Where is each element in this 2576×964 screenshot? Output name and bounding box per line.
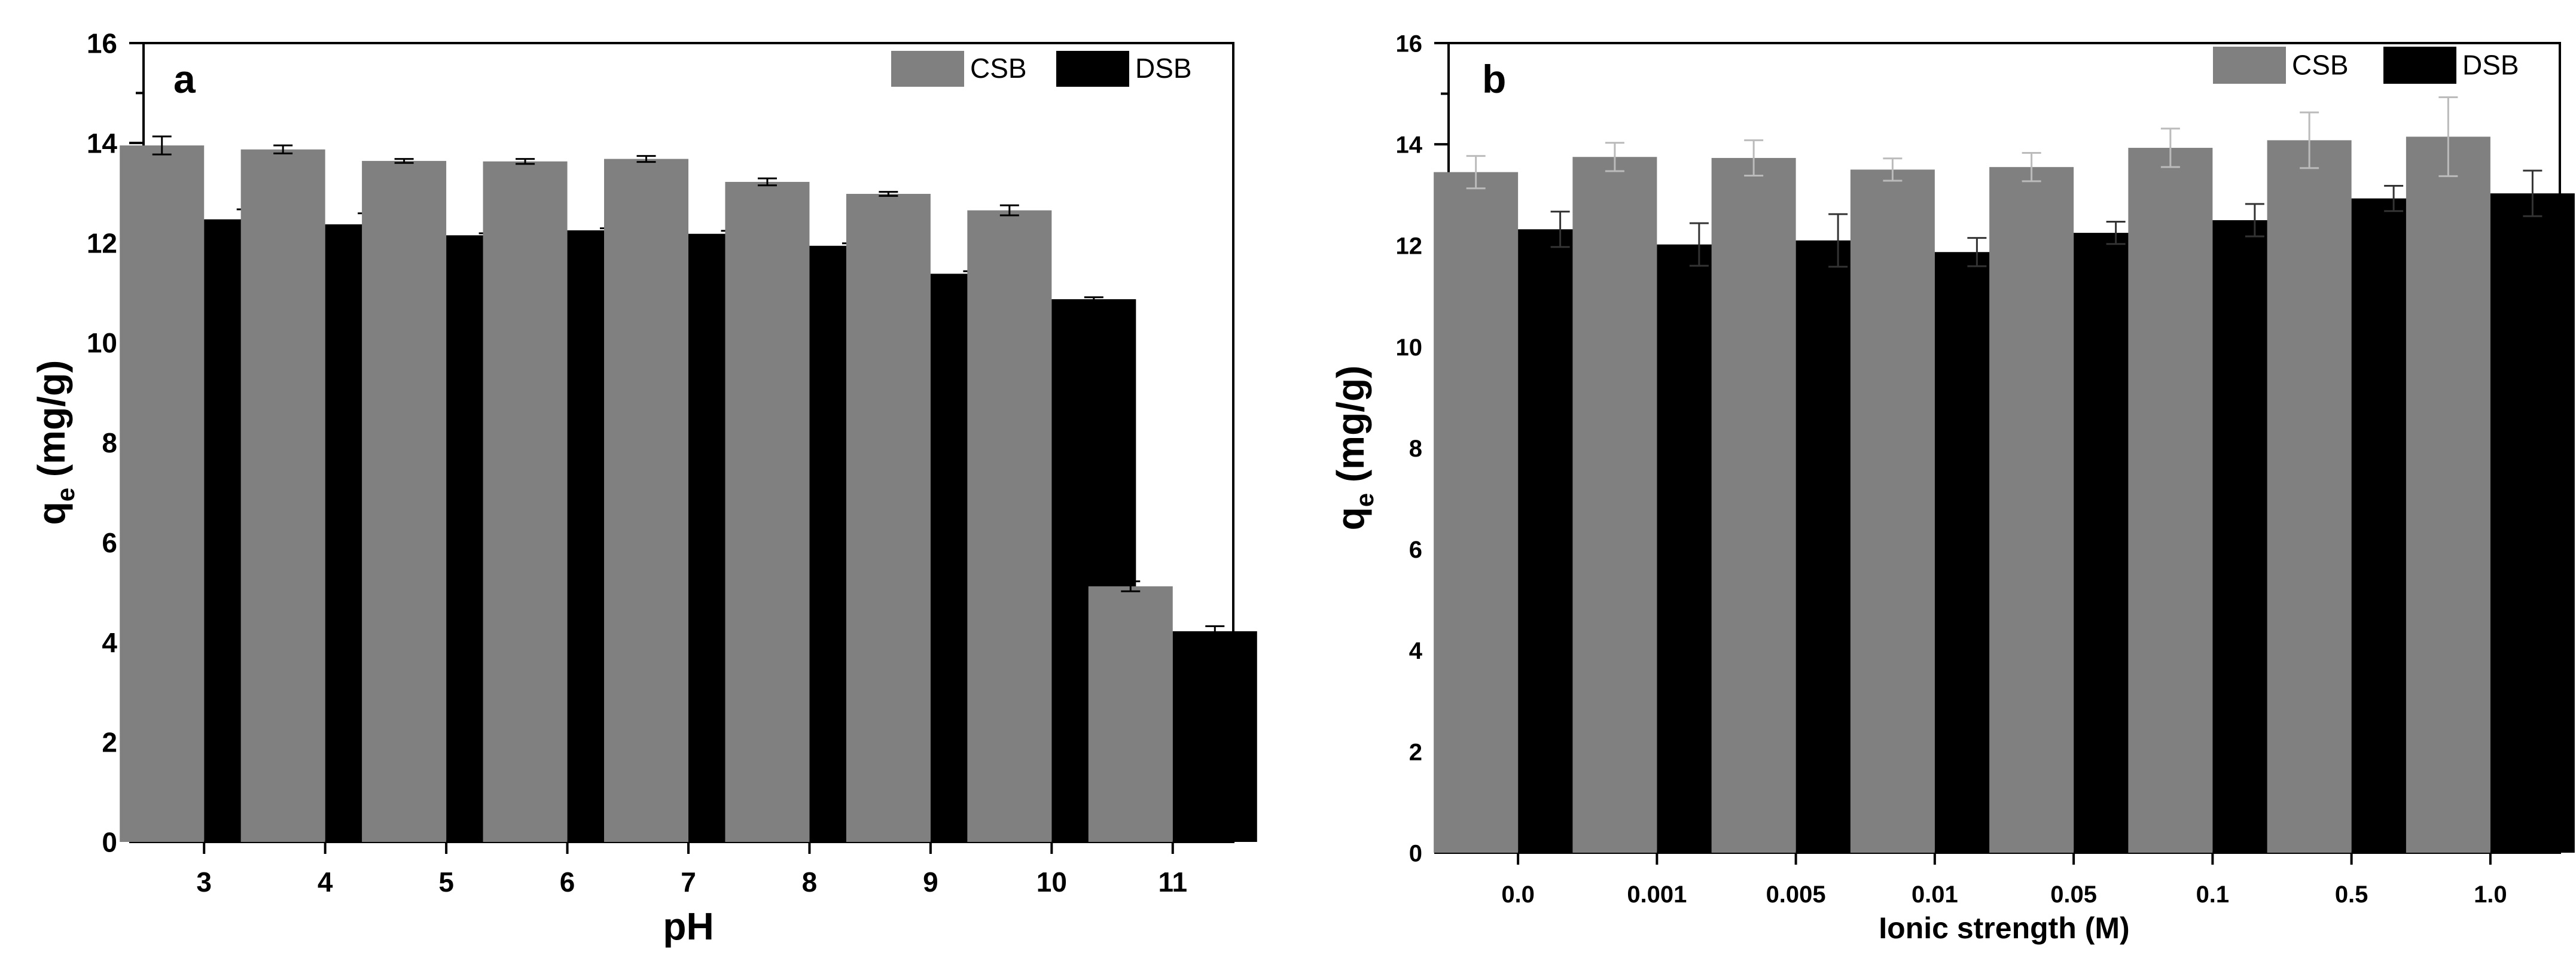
bar-csb-11 <box>1088 586 1173 842</box>
legend-swatch-csb <box>891 51 964 87</box>
y-tick-label: 2 <box>1409 739 1422 765</box>
bar-csb-4 <box>240 149 325 842</box>
bar-csb-0.005 <box>1711 157 1796 853</box>
x-tick-label: 4 <box>318 866 333 898</box>
x-tick-label: 0.5 <box>2335 881 2368 908</box>
panel-label-a: a <box>173 57 196 101</box>
y-tick-label: 16 <box>87 28 117 59</box>
y-tick-label: 6 <box>102 527 117 558</box>
x-tick-label: 0.001 <box>1627 881 1687 908</box>
x-tick-label: 5 <box>438 866 454 898</box>
y-tick-label: 0 <box>1409 840 1422 866</box>
x-tick-label: 3 <box>196 866 212 898</box>
legend-label-dsb: DSB <box>1135 53 1192 84</box>
chart-panel-b: 0 2 4 6 8 10 12 14 16 0.0 0.001 0.005 0.01 0.05 0.1 0.5… <box>1329 31 2575 945</box>
y-tick-label: 0 <box>102 827 117 858</box>
x-axis-title: Ionic strength (M) <box>1879 911 2129 945</box>
y-tick-label: 12 <box>87 227 117 259</box>
bar-csb-0.1 <box>2128 148 2213 853</box>
bar-csb-1.0 <box>2406 136 2490 853</box>
legend-swatch-csb <box>2213 47 2286 84</box>
x-tick-label: 8 <box>802 866 818 898</box>
y-tick-label: 14 <box>87 127 118 159</box>
legend-label-dsb: DSB <box>2462 50 2519 81</box>
x-tick-label: 9 <box>923 866 938 898</box>
legend-swatch-dsb <box>1056 51 1129 87</box>
bar-csb-7 <box>604 159 688 843</box>
x-tick-label: 0.01 <box>1912 881 1958 908</box>
chart-panel-a: 0 2 4 6 8 10 12 14 16 3 4 5 6 7 8 9 10 11 pH qe (mg/g) a CSB D… <box>30 28 1257 948</box>
bar-csb-0.5 <box>2267 140 2352 853</box>
y-tick-label: 10 <box>1396 334 1423 361</box>
y-tick-label: 14 <box>1396 132 1423 159</box>
bar-csb-10 <box>967 210 1052 842</box>
x-tick-label: 6 <box>560 866 575 898</box>
bar-csb-0.0 <box>1434 172 1519 853</box>
x-tick-label: 1.0 <box>2474 881 2507 908</box>
y-tick-label: 12 <box>1396 233 1423 260</box>
legend-label-csb: CSB <box>970 53 1027 84</box>
y-tick-label: 10 <box>87 327 117 358</box>
y-tick-label: 2 <box>102 727 117 758</box>
x-axis-title: pH <box>663 905 714 948</box>
y-tick-label: 8 <box>102 427 117 458</box>
bar-csb-5 <box>362 160 447 843</box>
legend-label-csb: CSB <box>2292 50 2349 81</box>
y-tick-label: 4 <box>102 627 117 658</box>
y-tick-label: 6 <box>1409 537 1422 563</box>
bar-csb-0.001 <box>1572 157 1657 853</box>
x-tick-label: 0.0 <box>1501 881 1535 908</box>
y-tick-label: 8 <box>1409 436 1422 462</box>
x-tick-label: 11 <box>1158 866 1187 898</box>
y-axis-title: qe (mg/g) <box>1329 366 1379 531</box>
panel-label-b: b <box>1482 57 1506 101</box>
y-tick-label: 4 <box>1409 638 1423 664</box>
bar-csb-0.01 <box>1850 169 1935 853</box>
y-axis-title: qe (mg/g) <box>30 360 80 525</box>
x-tick-label: 0.1 <box>2196 881 2230 908</box>
bar-csb-8 <box>725 181 810 842</box>
x-tick-label: 0.05 <box>2050 881 2097 908</box>
y-tick-label: 16 <box>1396 31 1423 57</box>
bar-csb-0.05 <box>1989 167 2074 853</box>
bar-dsb-11 <box>1172 631 1257 842</box>
bar-csb-9 <box>846 193 931 843</box>
legend-swatch-dsb <box>2383 47 2456 84</box>
x-tick-label: 0.005 <box>1766 881 1826 908</box>
bar-csb-3 <box>120 145 205 842</box>
x-tick-label: 7 <box>681 866 696 898</box>
bar-csb-6 <box>483 161 568 843</box>
x-tick-label: 10 <box>1037 866 1067 898</box>
bar-dsb-1.0 <box>2490 193 2575 853</box>
